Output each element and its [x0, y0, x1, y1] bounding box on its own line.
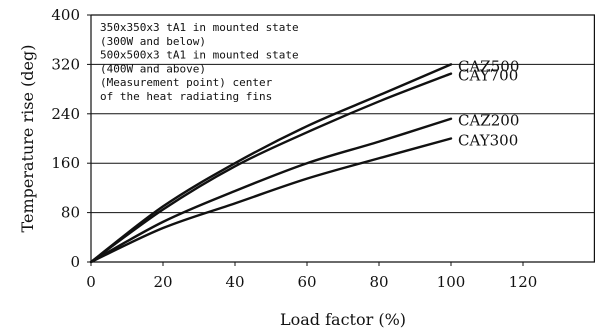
series-label-caz500: CAZ500 [458, 57, 519, 75]
y-tick-label-1: 80 [61, 204, 80, 222]
series-line-cay700 [89, 72, 453, 264]
series-label-caz200: CAZ200 [458, 112, 519, 130]
series-line-cay300 [89, 137, 453, 264]
y-tick-label-3: 240 [51, 105, 80, 123]
x-axis-title: Load factor (%) [280, 310, 406, 329]
annotation-line-1: (300W and below) [100, 35, 206, 48]
annotation-line-4: (Measurement point) center [100, 76, 273, 89]
series-label-cay300: CAY300 [458, 132, 518, 150]
x-tick-label-1: 20 [153, 273, 172, 291]
series-label-cay700: CAY700 [458, 67, 518, 85]
x-tick-label-5: 100 [437, 273, 466, 291]
x-tick-label-2: 40 [225, 273, 244, 291]
x-tick-label-6: 120 [509, 273, 538, 291]
annotation-line-5: of the heat radiating fins [100, 90, 272, 103]
y-tick-label-2: 160 [51, 154, 80, 172]
x-tick-label-0: 0 [86, 273, 96, 291]
y-tick-label-0: 0 [70, 253, 80, 271]
y-axis-title: Temperature rise (deg) [18, 45, 37, 233]
series-line-caz200 [89, 117, 453, 264]
annotation-line-0: 350x350x3 tA1 in mounted state [100, 21, 299, 34]
y-tick-label-4: 320 [51, 55, 80, 73]
x-tick-label-4: 80 [369, 273, 388, 291]
x-tick-label-3: 60 [297, 273, 316, 291]
annotation-line-2: 500x500x3 tA1 in mounted state [100, 49, 299, 62]
annotation-line-3: (400W and above) [100, 62, 206, 75]
series-line-caz500 [89, 63, 453, 264]
y-tick-label-5: 400 [51, 6, 80, 24]
